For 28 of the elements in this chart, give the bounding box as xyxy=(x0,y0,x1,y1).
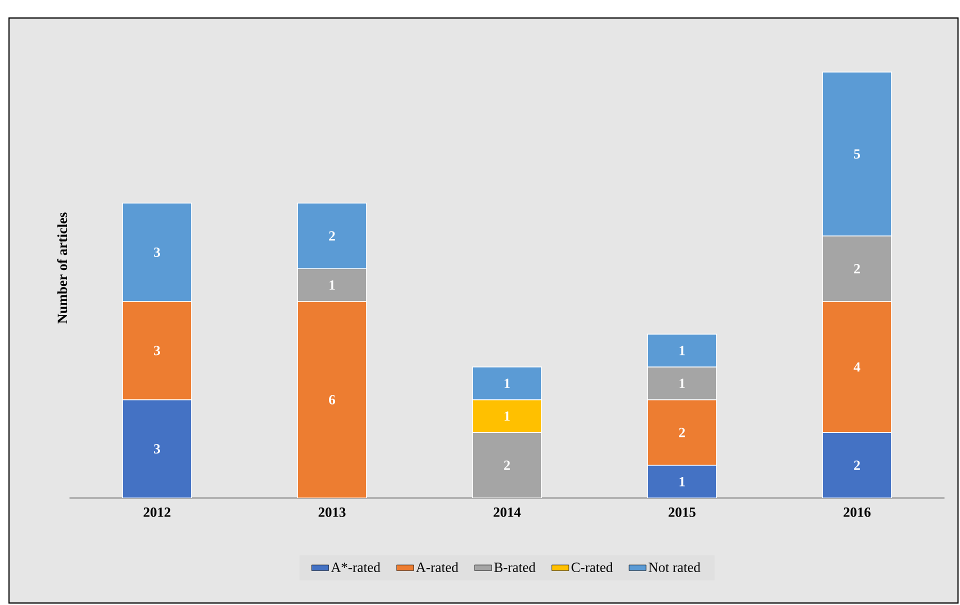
data-label: 6 xyxy=(329,395,336,404)
legend-label: A*-rated xyxy=(331,562,380,572)
x-tick-label: 2016 xyxy=(844,508,871,517)
data-label: 1 xyxy=(504,411,510,421)
legend-label: C-rated xyxy=(572,562,613,572)
data-label: 1 xyxy=(504,378,510,388)
y-axis-title: Number of articles xyxy=(57,212,68,324)
data-label: 3 xyxy=(154,248,160,257)
data-label: 4 xyxy=(854,362,860,372)
data-label: 3 xyxy=(154,346,160,356)
data-label: 2 xyxy=(679,428,685,438)
data-label: 2 xyxy=(854,460,860,470)
legend-label: Not rated xyxy=(648,562,700,572)
legend-label: A-rated xyxy=(416,562,458,572)
x-tick-label: 2014 xyxy=(494,508,521,517)
data-label: 5 xyxy=(854,149,860,159)
data-label: 1 xyxy=(680,346,685,356)
data-label: 1 xyxy=(680,378,685,388)
x-tick-label: 2015 xyxy=(668,508,696,517)
legend-label: B-rated xyxy=(494,562,536,572)
data-label: 2 xyxy=(854,264,860,274)
data-label: 2 xyxy=(329,231,335,240)
x-tick-label: 2013 xyxy=(318,508,346,517)
data-label: 2 xyxy=(504,460,510,470)
x-tick-label: 2012 xyxy=(144,508,170,517)
data-label: 1 xyxy=(330,280,335,290)
data-label: 3 xyxy=(154,444,160,454)
data-label: 1 xyxy=(680,476,685,486)
